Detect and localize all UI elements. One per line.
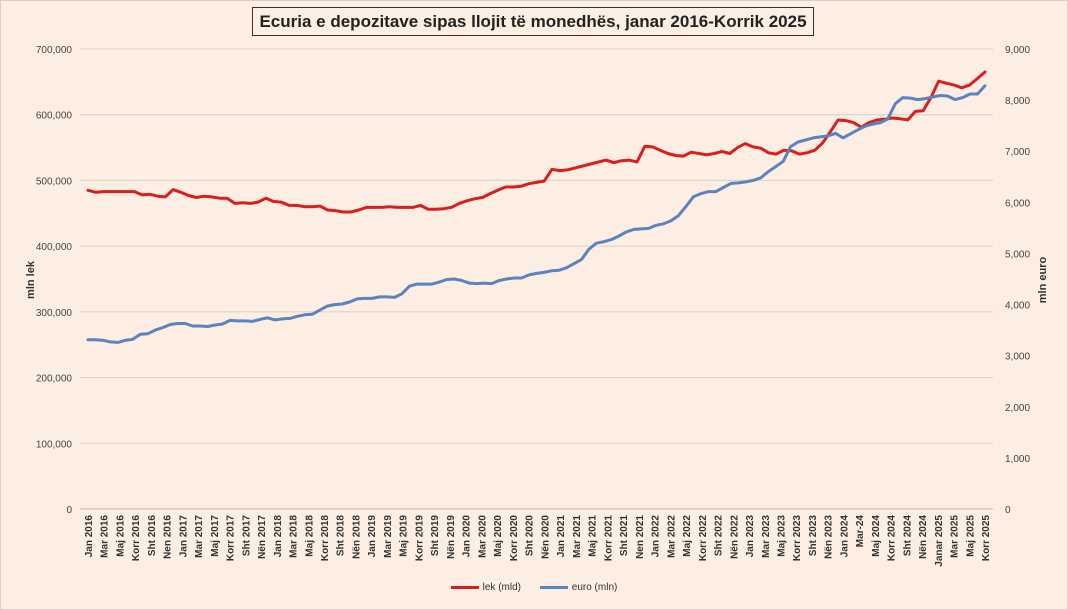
x-tick-label: Korr 2021 [603,515,614,562]
y-tick-label-right: 4,000 [1005,301,1030,312]
y-axis-right-label: mln euro [1037,256,1049,303]
x-tick-label: Sht 2023 [808,515,819,557]
x-tick-label: Maj 2022 [682,515,693,557]
y-tick-label-left: 0 [66,505,72,516]
x-tick-label: Maj 2025 [965,515,976,557]
x-tick-label: Mar 2025 [950,515,961,558]
x-tick-label: Jan 2024 [839,515,850,558]
x-tick-label: Korr 2023 [792,515,803,562]
x-tick-label: Maj 2017 [210,515,221,557]
x-tick-label: Maj 2018 [304,515,315,557]
x-tick-label: Mar 2018 [289,515,300,558]
x-tick-label: Korr 2020 [509,515,520,562]
x-tick-label: Jan 2022 [651,515,662,558]
x-tick-label: Jan 2020 [462,515,473,558]
x-tick-label: Sht 2016 [147,515,158,557]
legend-label-euro: euro (mln) [571,582,618,593]
x-tick-label: Sht 2022 [714,515,725,557]
x-tick-label: Maj 2019 [399,515,410,557]
x-tick-label: Mar-24 [855,515,866,548]
y-tick-label-left: 600,000 [36,111,73,122]
x-tick-label: Nën 2019 [446,515,457,559]
series-lines [86,70,987,344]
x-tick-label: Nën 2020 [540,515,551,559]
x-tick-label: Maj 2016 [115,515,126,557]
x-tick-label: Maj 2020 [493,515,504,557]
series-line-lek [86,70,987,214]
x-tick-label: Nën 2023 [824,515,835,559]
legend-label-lek: lek (mld) [482,582,521,593]
y-tick-label-left: 700,000 [36,45,73,56]
y-tick-label-right: 3,000 [1005,352,1030,363]
x-tick-label: Nën 2024 [918,515,929,559]
x-tick-label: Jan 2018 [273,515,284,558]
y-axis-left: 0 100,000 200,000 300,000 400,000 500,000 600,… [36,45,73,516]
legend-item-euro: euro (mln) [539,582,618,593]
legend-swatch-lek [450,585,479,589]
x-tick-label: Korr 2019 [414,515,425,562]
x-tick-label: Mar 2020 [477,515,488,558]
x-tick-label: Jan 2023 [745,515,756,558]
x-tick-label: Mar 2019 [383,515,394,558]
x-tick-label: Nën 2022 [729,515,740,559]
legend-item-lek: lek (mld) [450,582,521,593]
series-line-euro [86,84,987,344]
x-tick-label: Maj 2024 [871,515,882,557]
chart-title: Ecuria e depozitave sipas llojit të mone… [252,7,814,36]
y-tick-label-right: 6,000 [1005,198,1030,209]
x-tick-label: Jan 2019 [367,515,378,558]
y-tick-label-left: 200,000 [36,374,73,385]
x-axis: Jan 2016 Mar 2016 Maj 2016 Korr 2016 Sht 201… [80,508,993,567]
x-tick-label: Sht 2019 [430,515,441,557]
x-tick-label: Korr 2016 [131,515,142,562]
x-tick-label: Korr 2025 [981,515,992,562]
x-tick-label: Korr 2022 [698,515,709,562]
x-tick-label: Korr 2018 [320,515,331,562]
gridlines [80,48,993,444]
y-tick-label-left: 100,000 [36,439,73,450]
y-tick-label-right: 1,000 [1005,454,1030,465]
legend-swatch-euro [539,585,568,589]
x-tick-label: Mar 2017 [194,515,205,558]
y-tick-label-right: 2,000 [1005,403,1030,414]
x-tick-label: Jan 2021 [556,515,567,558]
x-tick-label: Korr 2017 [226,515,237,562]
x-tick-label: Maj 2023 [776,515,787,557]
y-tick-label-left: 500,000 [36,176,73,187]
y-tick-label-right: 7,000 [1005,147,1030,158]
y-tick-label-left: 400,000 [36,242,73,253]
x-tick-label: Mar 2022 [666,515,677,558]
y-tick-label-right: 9,000 [1005,45,1030,56]
y-tick-label-left: 300,000 [36,308,73,319]
x-tick-label: Janar 2025 [934,515,945,567]
x-tick-label: Mar 2023 [761,515,772,558]
x-tick-label: Nën 2018 [351,515,362,559]
legend: lek (mld) euro (mln) [0,582,1068,593]
y-tick-label-right: 8,000 [1005,96,1030,107]
y-tick-label-right: 5,000 [1005,249,1030,260]
x-tick-label: Nën 2017 [257,515,268,559]
x-tick-label: Mar 2021 [572,515,583,558]
x-tick-label: Nen 2016 [163,515,174,559]
x-tick-label: Sht 2024 [902,515,913,557]
x-tick-label: Nen 2021 [635,515,646,559]
x-tick-label: Sht 2020 [525,515,536,557]
y-axis-left-label: mln lek [25,260,37,299]
x-tick-label: Sht 2021 [619,515,630,557]
y-axis-right: 0 1,000 2,000 3,000 4,000 5,000 6,000 7,000 8,00… [1005,45,1030,516]
x-tick-label: Sht 2017 [241,515,252,557]
y-tick-label-right: 0 [1005,505,1011,516]
x-tick-label: Maj 2021 [588,515,599,557]
x-tick-label: Sht 2018 [336,515,347,557]
x-tick-label: Jan 2016 [84,515,95,558]
x-tick-label: Jan 2017 [178,515,189,558]
x-tick-label: Mar 2016 [100,515,111,558]
x-tick-label: Korr 2024 [887,515,898,562]
